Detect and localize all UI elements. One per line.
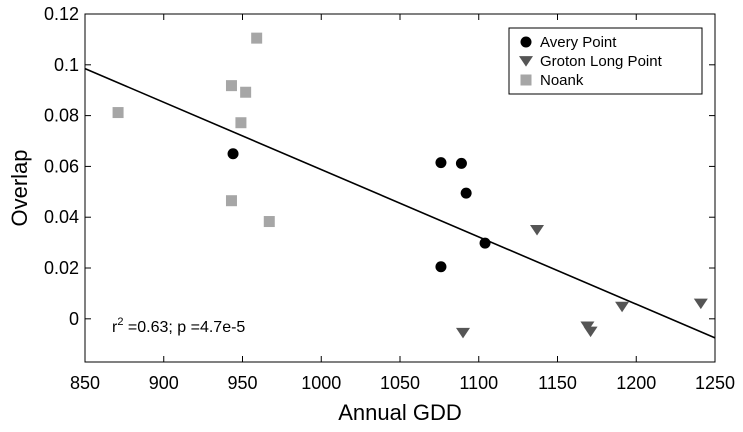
noank-point bbox=[240, 86, 252, 98]
groton-long-point-point bbox=[583, 326, 598, 338]
avery-point-point bbox=[455, 157, 467, 169]
groton-long-point-point bbox=[456, 327, 470, 339]
x-axis-ticks: 850 900 950 1000 1050 1100 1150 1200 1250 bbox=[70, 14, 735, 393]
y-tick-label: 0 bbox=[69, 309, 79, 329]
legend-box bbox=[508, 27, 703, 95]
x-tick-label: 1050 bbox=[380, 373, 420, 393]
avery-point-point bbox=[227, 148, 239, 160]
groton-long-point-point bbox=[615, 301, 630, 313]
legend-groton-long-point-label: Groton Long Point bbox=[540, 53, 663, 70]
data-points bbox=[112, 32, 708, 339]
legend-noank-marker bbox=[520, 74, 532, 86]
legend-groton-long-point-marker bbox=[519, 56, 533, 67]
y-axis-ticks: 0 0.02 0.04 0.06 0.08 0.1 0.12 bbox=[44, 4, 715, 329]
legend-avery-point-label: Avery Point bbox=[540, 34, 617, 51]
fit-annotation: r2 =0.63; p =4.7e-5 bbox=[112, 316, 245, 336]
x-tick-label: 1000 bbox=[301, 373, 341, 393]
legend-noank-label: Noank bbox=[540, 72, 584, 89]
y-tick-label: 0.06 bbox=[44, 156, 79, 176]
regression-line-group bbox=[84, 67, 716, 339]
avery-point-point bbox=[479, 237, 491, 249]
plot-frame bbox=[84, 13, 716, 363]
avery-point-point bbox=[435, 261, 447, 273]
noank-point bbox=[112, 107, 124, 119]
groton-long-point-point bbox=[693, 298, 708, 310]
y-tick-label: 0.1 bbox=[54, 55, 79, 75]
y-tick-label: 0.12 bbox=[44, 4, 79, 24]
x-tick-label: 1200 bbox=[616, 373, 656, 393]
avery-point-point bbox=[460, 187, 472, 199]
x-tick-label: 1250 bbox=[695, 373, 735, 393]
groton-long-point-point bbox=[530, 225, 545, 236]
x-axis-title: Annual GDD bbox=[338, 400, 462, 425]
noank-point bbox=[225, 195, 237, 207]
annotation-r: r bbox=[112, 319, 118, 336]
y-tick-label: 0.08 bbox=[44, 106, 79, 126]
x-tick-label: 900 bbox=[149, 373, 179, 393]
y-axis-title: Overlap bbox=[7, 149, 32, 226]
x-tick-label: 1100 bbox=[459, 373, 498, 393]
noank-point bbox=[235, 117, 247, 129]
noank-point bbox=[251, 32, 263, 44]
noank-point bbox=[225, 80, 237, 92]
avery-point-point bbox=[435, 157, 447, 169]
y-tick-label: 0.02 bbox=[44, 258, 79, 278]
x-tick-label: 950 bbox=[227, 373, 257, 393]
noank-point bbox=[263, 216, 275, 228]
x-tick-label: 1150 bbox=[538, 373, 577, 393]
annotation-stats: =0.63; p =4.7e-5 bbox=[123, 319, 245, 336]
legend: Avery Point Groton Long Point Noank bbox=[508, 27, 703, 95]
regression-line bbox=[84, 67, 716, 339]
legend-items: Avery Point Groton Long Point Noank bbox=[519, 34, 663, 89]
legend-avery-point-marker bbox=[520, 36, 532, 48]
annotation-r-exponent: 2 bbox=[117, 316, 123, 328]
y-tick-label: 0.04 bbox=[44, 207, 79, 227]
x-tick-label: 850 bbox=[70, 373, 100, 393]
